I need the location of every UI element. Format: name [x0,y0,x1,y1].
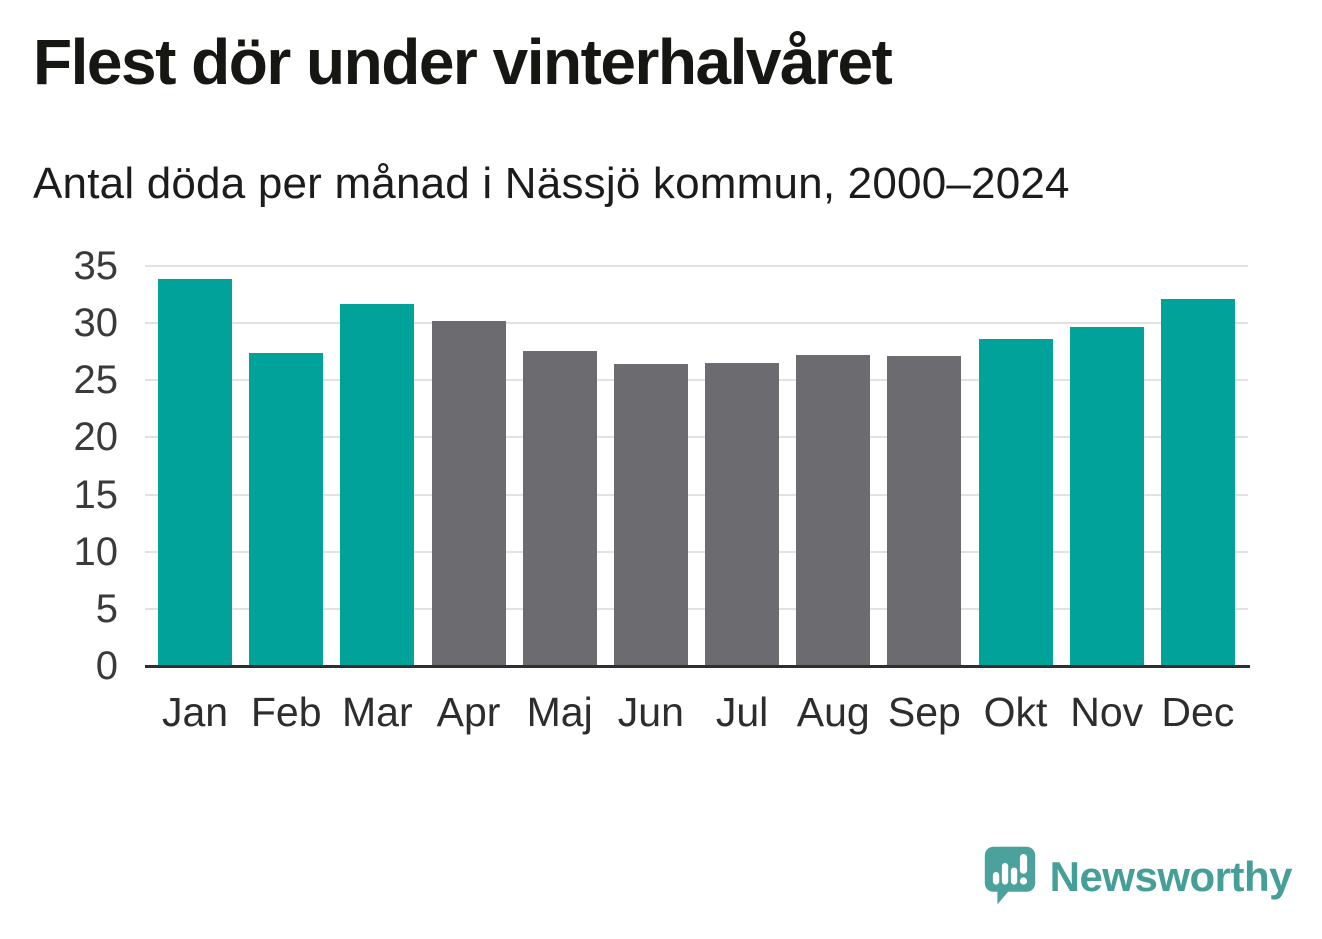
bar-okt [978,339,1053,666]
y-tick-label-10: 10 [73,529,119,574]
y-tick-label-20: 20 [73,415,119,460]
brand-name: Newsworthy [1049,853,1293,900]
x-tick-label-sep: Sep [887,689,961,735]
bar-series [145,266,1248,666]
bar-jul [705,363,780,666]
x-tick-label-nov: Nov [1070,689,1144,735]
x-axis-tick-labels: Jan Feb Mar Apr Maj Jun Jul Aug Sep Okt Nov Dec [145,689,1248,735]
x-tick-label-aug: Aug [796,689,870,735]
newsworthy-logo-icon [984,846,1035,905]
x-tick-label-mar: Mar [342,689,413,735]
chart-subtitle: Antal döda per månad i Nässjö kommun, 20… [33,159,1070,208]
y-tick-label-30: 30 [73,301,119,346]
x-tick-label-feb: Feb [250,689,322,735]
y-tick-label-35: 35 [73,244,119,288]
bar-mar [340,303,415,666]
bar-feb [249,352,324,666]
bar-apr [431,320,506,666]
x-tick-label-jul: Jul [715,689,769,735]
x-axis-line [145,664,1250,668]
gridline-10 [145,550,1248,553]
bar-dec [1160,299,1235,666]
gridline-5 [145,607,1248,610]
chart-title: Flest dör under vinterhalvåret [33,26,893,98]
gridline-15 [145,493,1248,496]
gridline-25 [145,379,1248,382]
y-tick-label-15: 15 [73,472,119,517]
bar-jun [613,364,688,666]
y-tick-label-5: 5 [95,586,118,631]
plot-area [145,265,1250,668]
bar-jan [158,278,232,666]
gridline-30 [145,322,1248,325]
x-tick-label-jun: Jun [617,689,684,735]
x-tick-label-okt: Okt [983,689,1048,735]
brand-footer: Newsworthy [983,845,1293,908]
y-tick-label-25: 25 [73,358,119,403]
gridline-35 [145,265,1248,267]
x-tick-label-dec: Dec [1161,689,1235,735]
y-tick-label-0: 0 [95,644,118,688]
bar-maj [522,350,597,666]
bar-nov [1069,326,1144,666]
x-tick-label-maj: Maj [526,689,593,735]
x-tick-label-jan: Jan [161,689,229,735]
bar-aug [796,355,871,666]
bar-sep [887,356,962,666]
y-axis-tick-labels: 0 5 10 15 20 25 30 35 [30,244,119,688]
x-tick-label-apr: Apr [436,689,501,735]
gridline-20 [145,436,1248,439]
